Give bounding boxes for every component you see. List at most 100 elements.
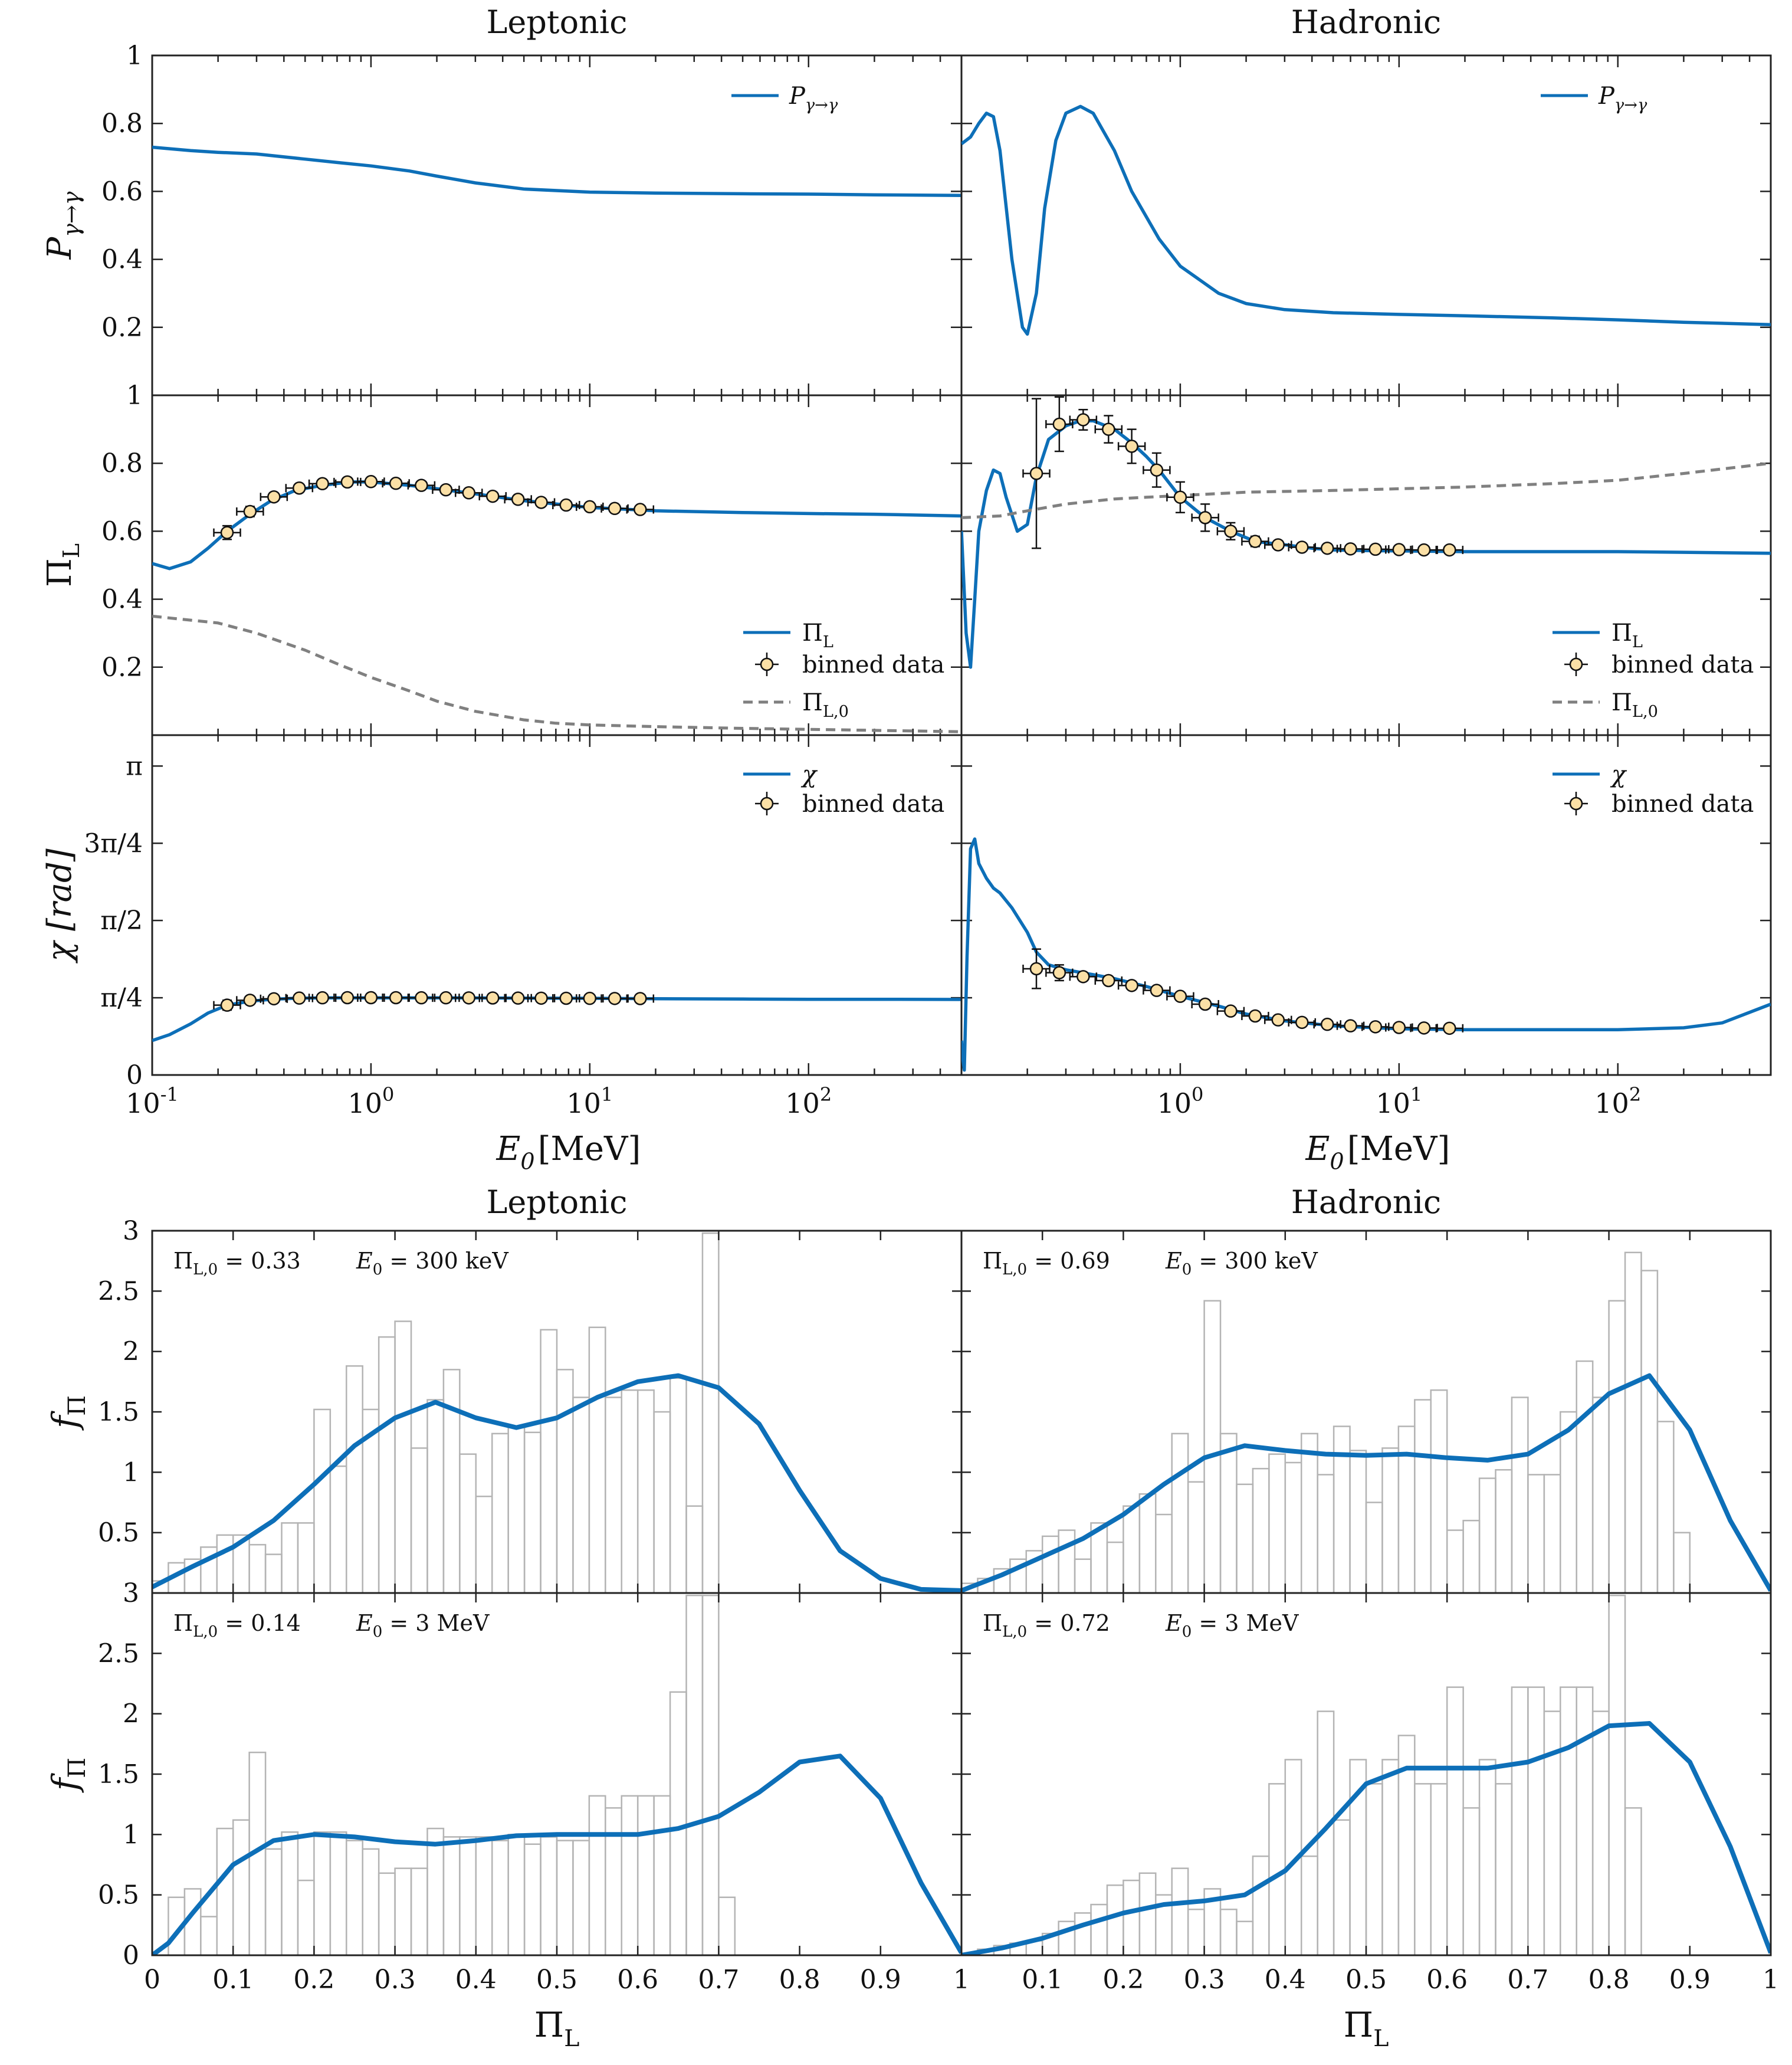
legend-label: ΠL,0	[802, 689, 849, 721]
binned-data-point	[236, 994, 264, 1007]
legend-marker-circle	[1569, 796, 1583, 811]
x-axis-label: E0	[495, 1130, 534, 1175]
binned-data-point	[626, 992, 655, 1005]
x-tick-label: 1	[953, 1965, 970, 1995]
hist-bar	[605, 1397, 623, 1593]
binned-data-point	[1166, 989, 1194, 1003]
marker	[634, 503, 647, 516]
marker	[1417, 1021, 1431, 1035]
marker	[1173, 490, 1187, 504]
hist-bar	[701, 1232, 720, 1593]
binned-data-point	[1410, 543, 1438, 557]
binned-data-point	[1435, 543, 1464, 557]
x-tick-label: 0.5	[536, 1965, 577, 1995]
marker	[1443, 543, 1456, 557]
binned-data-point	[1264, 1013, 1292, 1027]
plot-area	[961, 837, 1771, 1072]
y-tick-label: 0.8	[101, 109, 143, 139]
hist-bar	[1560, 1686, 1577, 1955]
y-tick-label: 2.5	[98, 1638, 139, 1669]
binned-data-point	[407, 991, 436, 1005]
legend-marker	[1564, 792, 1588, 815]
y-tick-label: 2.5	[98, 1276, 139, 1306]
binned-data-point	[527, 496, 556, 509]
hist-bar	[346, 1840, 363, 1955]
binned-data-point	[1117, 428, 1146, 464]
binned-data-point	[308, 477, 337, 491]
hist-panel-1-1: ΠL,0 = 0.72 E0 = 3 MeV	[960, 1592, 1772, 1956]
binned-data-point	[1361, 1020, 1390, 1034]
hist-bar	[1624, 1251, 1642, 1593]
marker	[486, 991, 500, 1005]
panel-frame	[151, 734, 963, 1076]
marker	[1295, 1015, 1309, 1030]
hist-bar	[1252, 1467, 1270, 1593]
model-curve	[961, 104, 1771, 336]
binned-data-point	[1361, 542, 1390, 556]
hist-bar	[621, 1389, 639, 1593]
hist-bar	[669, 1691, 687, 1955]
binned-data-point	[552, 991, 580, 1005]
binned-data-point	[260, 490, 288, 504]
x-tick-label: 0.4	[455, 1965, 497, 1995]
marker	[293, 991, 306, 1005]
y-tick-label: 0.5	[98, 1518, 139, 1548]
marker	[462, 991, 476, 1005]
x-tick-label: 0.6	[1426, 1965, 1468, 1995]
y-tick-label: 3π/4	[84, 828, 143, 858]
hist-bar	[1656, 1421, 1675, 1593]
marker	[1344, 542, 1357, 556]
legend-label: Pγ→γ	[789, 83, 838, 114]
binned-data-point	[1022, 948, 1051, 989]
x-tick-label: 0.7	[1507, 1965, 1548, 1995]
column-title: Hadronic	[1291, 1184, 1441, 1221]
hist-bar	[313, 1831, 332, 1955]
binned-data-point	[308, 991, 337, 1005]
hist-bar	[572, 1397, 590, 1593]
legend-label: binned data	[802, 791, 944, 818]
binned-data-point	[407, 478, 436, 492]
binned-data-point	[1216, 1004, 1245, 1018]
hist-bar	[1138, 1872, 1157, 1955]
binned-data-point	[1410, 1021, 1438, 1035]
hist-bar	[588, 1795, 606, 1955]
y-tick-label: 0.6	[101, 516, 143, 546]
hist-bar	[1187, 1481, 1205, 1593]
marker	[293, 481, 306, 495]
marker	[243, 504, 257, 519]
hist-bar	[685, 1594, 704, 1955]
hist-bar	[475, 1496, 493, 1593]
x-axis-unit: [MeV]	[1347, 1130, 1450, 1168]
x-tick-label: 0.3	[1184, 1965, 1225, 1995]
y-tick-label: 0.5	[98, 1880, 139, 1910]
hist-bar	[442, 1836, 461, 1955]
binned-data-point	[1241, 535, 1269, 548]
legend-marker-circle	[1569, 657, 1583, 671]
hist-bar	[1106, 1541, 1124, 1593]
hist-bar	[1478, 1759, 1496, 1955]
y-tick-label: 1	[123, 1457, 139, 1487]
hist-bar	[281, 1831, 299, 1955]
plot-area	[152, 1232, 961, 1593]
binned-data-point	[1288, 1015, 1317, 1030]
top-panel-0-1	[960, 54, 1772, 396]
y-axis-label: fΠ	[45, 1395, 91, 1431]
marker	[511, 991, 525, 1005]
marker	[267, 992, 281, 1006]
hist-bar	[232, 1819, 250, 1955]
panel-frame	[960, 394, 1772, 736]
hist-bar	[1576, 1686, 1594, 1955]
binned-data-point	[1143, 984, 1171, 997]
hist-bar	[491, 1433, 509, 1593]
hist-bar	[653, 1795, 671, 1955]
marker	[1125, 440, 1138, 453]
hist-bar	[297, 1522, 315, 1593]
hist-bar	[1527, 1474, 1545, 1593]
hist-bar	[1300, 1433, 1318, 1593]
x-tick-label: 0.1	[212, 1965, 254, 1995]
legend-label: χ	[800, 761, 818, 788]
y-tick-label: 1	[126, 41, 143, 71]
legend-label: binned data	[1612, 651, 1754, 678]
binned-data-point	[1166, 481, 1194, 513]
hist-bar	[1495, 1469, 1513, 1593]
